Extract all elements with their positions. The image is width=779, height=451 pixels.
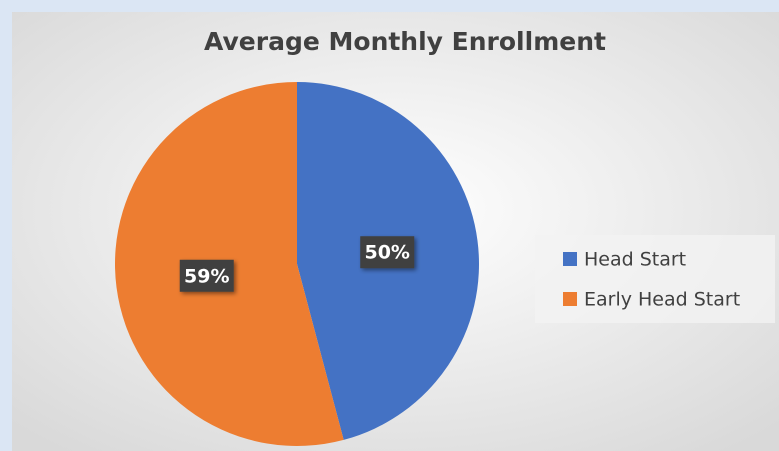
data-label: 59%	[184, 265, 229, 287]
legend-box	[535, 235, 775, 323]
data-label-box	[360, 236, 415, 269]
data-label-box	[179, 259, 234, 292]
legend-swatch	[563, 292, 577, 306]
legend-swatch	[563, 252, 577, 266]
legend-label: Head Start	[584, 249, 686, 271]
chart-title: Average Monthly Enrollment	[204, 27, 606, 56]
data-label: 50%	[364, 242, 409, 264]
legend-label: Early Head Start	[584, 289, 740, 311]
